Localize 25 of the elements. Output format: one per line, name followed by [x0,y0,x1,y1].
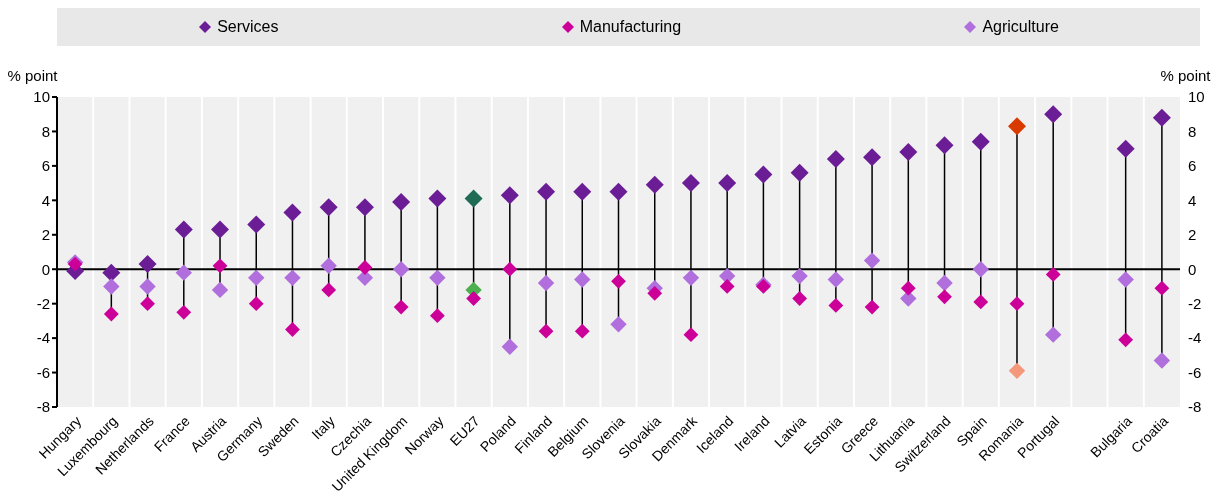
legend-label: Agriculture [981,18,1059,36]
y2-tick-label: 4 [1188,191,1197,209]
y2-tick-label: -2 [1188,294,1202,312]
y2-tick-label: 6 [1188,157,1197,175]
y2-axis-title: % point [1160,67,1212,84]
y-tick-label: -4 [36,329,50,347]
y2-tick-label: 2 [1188,226,1197,244]
y2-tick-label: -8 [1188,398,1202,416]
y-tick-label: 4 [41,191,50,209]
y-tick-label: -8 [36,398,50,416]
y-tick-label: 0 [41,260,50,278]
y2-tick-label: 0 [1188,260,1197,278]
y-tick-label: -6 [36,363,50,381]
legend-label: Manufacturing [578,18,682,36]
y-tick-label: 10 [33,88,50,106]
y2-tick-label: 10 [1188,88,1205,106]
y-tick-label: -2 [36,294,50,312]
y-tick-label: 2 [41,226,50,244]
y-tick-label: 6 [41,157,50,175]
y-axis-title: % point [7,67,59,84]
y-tick-label: 8 [41,122,50,140]
legend-label: Services [216,18,279,36]
y2-tick-label: -6 [1188,363,1202,381]
y2-tick-label: 8 [1188,122,1197,140]
y2-tick-label: -4 [1188,329,1202,347]
